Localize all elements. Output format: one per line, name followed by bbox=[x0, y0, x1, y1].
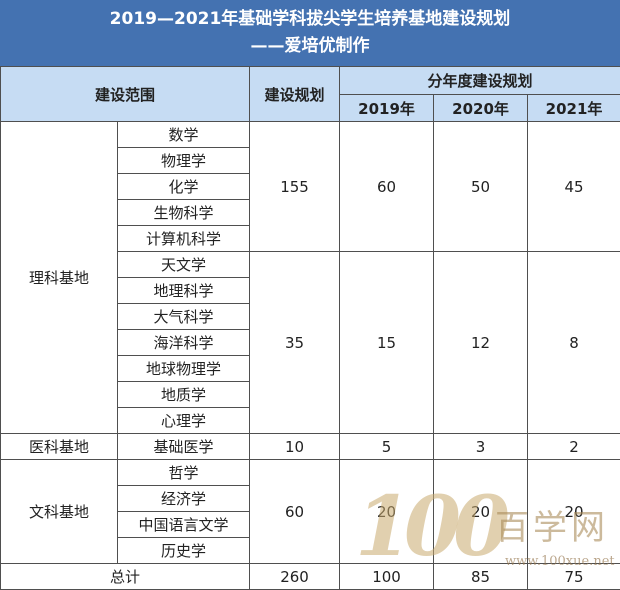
subject-cell: 地球物理学 bbox=[116, 355, 251, 382]
subject-cell: 历史学 bbox=[116, 537, 251, 564]
subject-cell: 基础医学 bbox=[116, 433, 251, 460]
plan-value: 60 bbox=[249, 459, 341, 564]
header-plan: 建设规划 bbox=[249, 66, 341, 122]
header-year-2020: 2020年 bbox=[433, 94, 529, 122]
value-2021: 20 bbox=[527, 459, 620, 564]
subject-cell: 中国语言文学 bbox=[116, 511, 251, 538]
total-2021: 75 bbox=[527, 563, 620, 590]
subject-cell: 海洋科学 bbox=[116, 329, 251, 356]
subject-cell: 化学 bbox=[116, 173, 251, 200]
header-year-2021: 2021年 bbox=[527, 94, 620, 122]
total-2020: 85 bbox=[433, 563, 529, 590]
subject-cell: 哲学 bbox=[116, 459, 251, 486]
subject-cell: 心理学 bbox=[116, 407, 251, 434]
category-science: 理科基地 bbox=[0, 121, 118, 434]
header-scope: 建设范围 bbox=[0, 66, 251, 122]
category-medical: 医科基地 bbox=[0, 433, 118, 460]
total-2019: 100 bbox=[339, 563, 435, 590]
total-plan: 260 bbox=[249, 563, 341, 590]
value-2021: 2 bbox=[527, 433, 620, 460]
plan-table: 建设范围 建设规划 分年度建设规划 2019年 2020年 2021年 理科基地… bbox=[0, 66, 620, 590]
subject-cell: 生物科学 bbox=[116, 199, 251, 226]
value-2020: 20 bbox=[433, 459, 529, 564]
header-year-2019: 2019年 bbox=[339, 94, 435, 122]
total-label: 总计 bbox=[0, 563, 251, 590]
title-line-2: ——爱培优制作 bbox=[250, 36, 370, 56]
value-2020: 12 bbox=[433, 251, 529, 434]
subject-cell: 经济学 bbox=[116, 485, 251, 512]
plan-value: 155 bbox=[249, 121, 341, 252]
subject-cell: 计算机科学 bbox=[116, 225, 251, 252]
subject-cell: 地质学 bbox=[116, 381, 251, 408]
subject-cell: 地理科学 bbox=[116, 277, 251, 304]
value-2019: 60 bbox=[339, 121, 435, 252]
subject-cell: 物理学 bbox=[116, 147, 251, 174]
value-2019: 15 bbox=[339, 251, 435, 434]
value-2021: 8 bbox=[527, 251, 620, 434]
title-line-1: 2019—2021年基础学科拔尖学生培养基地建设规划 bbox=[109, 9, 511, 29]
subject-cell: 数学 bbox=[116, 121, 251, 148]
value-2019: 20 bbox=[339, 459, 435, 564]
header-annual: 分年度建设规划 bbox=[339, 66, 620, 95]
plan-value: 10 bbox=[249, 433, 341, 460]
value-2020: 50 bbox=[433, 121, 529, 252]
value-2020: 3 bbox=[433, 433, 529, 460]
value-2021: 45 bbox=[527, 121, 620, 252]
subject-cell: 大气科学 bbox=[116, 303, 251, 330]
value-2019: 5 bbox=[339, 433, 435, 460]
table-title: 2019—2021年基础学科拔尖学生培养基地建设规划 ——爱培优制作 bbox=[0, 0, 620, 66]
category-humanities: 文科基地 bbox=[0, 459, 118, 564]
plan-value: 35 bbox=[249, 251, 341, 434]
subject-cell: 天文学 bbox=[116, 251, 251, 278]
